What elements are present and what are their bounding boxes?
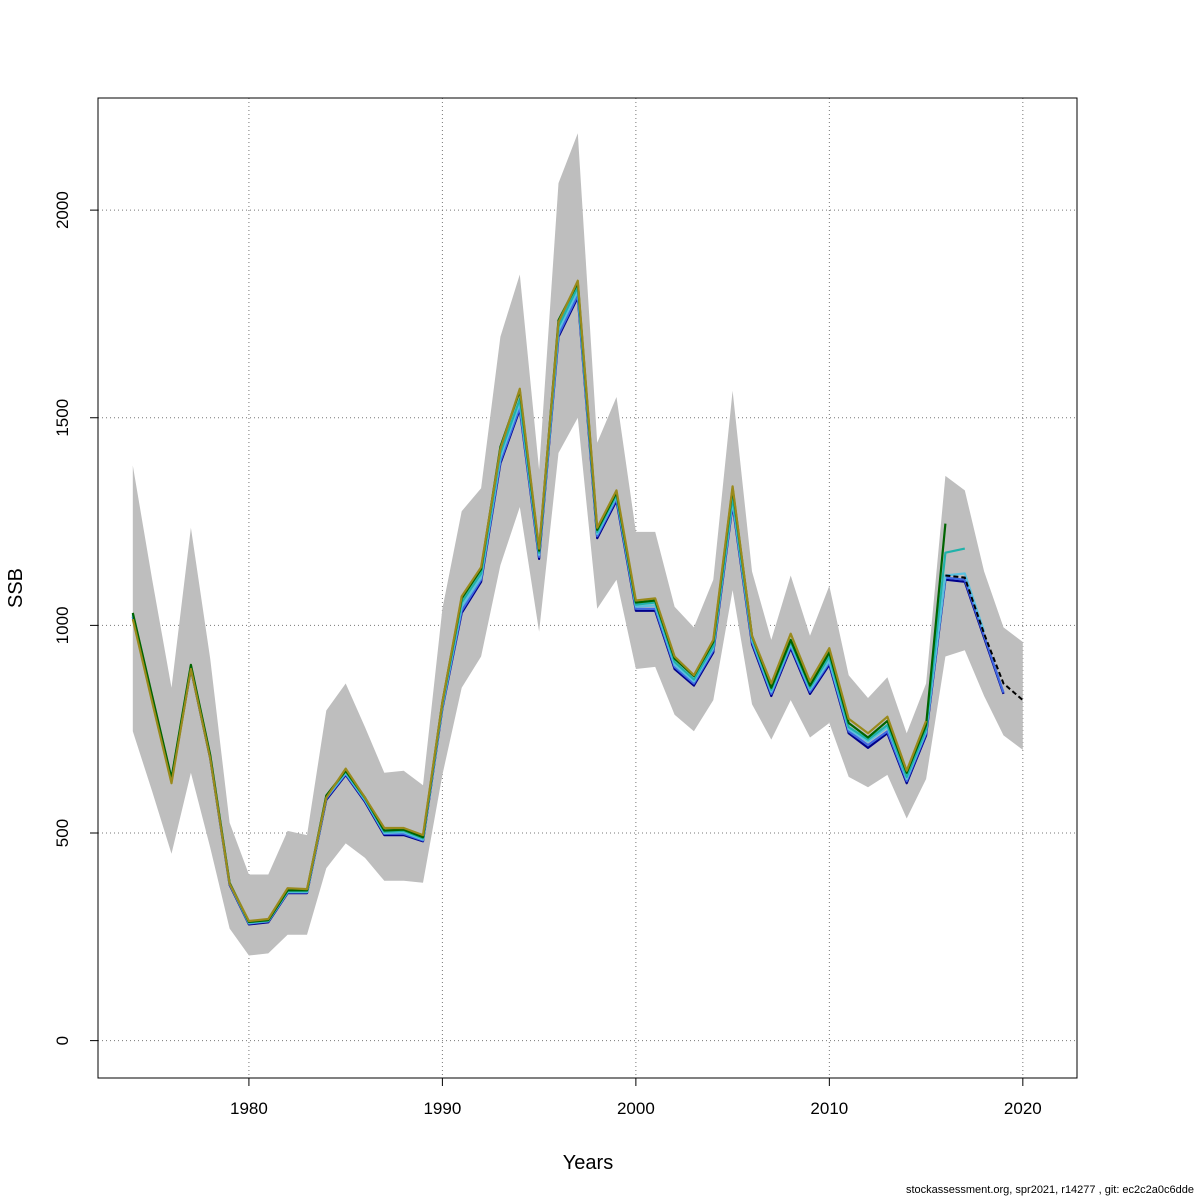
- y-tick-label: 0: [53, 1036, 72, 1045]
- x-tick-label: 2010: [810, 1099, 848, 1118]
- x-axis-title: Years: [563, 1152, 613, 1174]
- forecast-dashed-line: [945, 574, 1024, 701]
- forecast-line: [945, 574, 1024, 701]
- y-axis-title: SSB: [5, 568, 27, 608]
- footer-credit: stockassessment.org, spr2021, r14277 , g…: [905, 1184, 1194, 1196]
- x-axis: 1980 1990 2000 2010 2020: [230, 1078, 1042, 1118]
- x-tick-label: 2000: [617, 1099, 655, 1118]
- series-line-5: [131, 281, 947, 924]
- y-tick-label: 500: [53, 819, 72, 847]
- y-tick-label: 2000: [53, 191, 72, 229]
- y-tick-label: 1000: [53, 606, 72, 644]
- confidence-band: [132, 133, 1023, 956]
- x-tick-label: 2020: [1004, 1099, 1042, 1118]
- series-line-6: [131, 279, 928, 923]
- plot-frame: [97, 97, 1078, 1079]
- x-tick-label: 1980: [230, 1099, 268, 1118]
- y-tick-label: 1500: [53, 399, 72, 437]
- series-lines: [131, 279, 1005, 926]
- x-tick-label: 1990: [423, 1099, 461, 1118]
- confidence-band-area: [132, 133, 1023, 956]
- y-axis: 0 500 1000 1500 2000: [53, 191, 98, 1045]
